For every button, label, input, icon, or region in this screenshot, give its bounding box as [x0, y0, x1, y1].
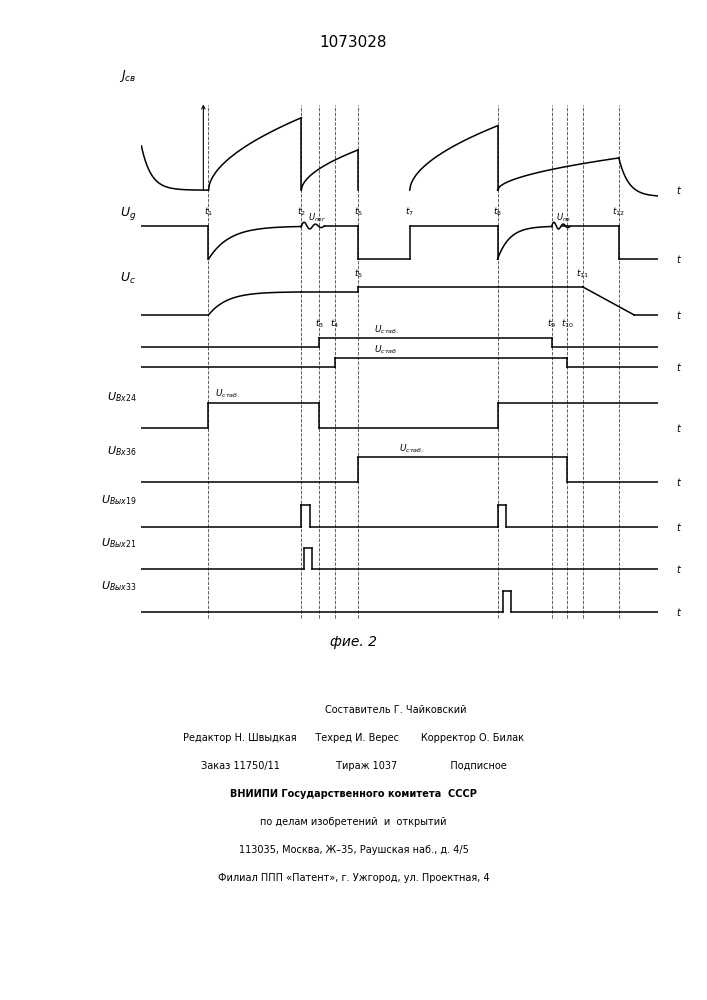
Text: $t$: $t$ [676, 253, 682, 265]
Text: $U_c$: $U_c$ [120, 271, 136, 286]
Text: $J_{св}$: $J_{св}$ [119, 68, 136, 84]
Text: $t_9$: $t_9$ [547, 318, 556, 330]
Text: $U_{пог}$: $U_{пог}$ [308, 211, 326, 224]
Text: Филиал ППП «Патент», г. Ужгород, ул. Проектная, 4: Филиал ППП «Патент», г. Ужгород, ул. Про… [218, 873, 489, 883]
Text: фие. 2: фие. 2 [330, 635, 377, 649]
Text: 1073028: 1073028 [320, 35, 387, 50]
Text: $U_{стаб}$: $U_{стаб}$ [373, 344, 397, 356]
Text: $t$: $t$ [676, 422, 682, 434]
Text: $U_{стаб.}$: $U_{стаб.}$ [399, 442, 424, 455]
Text: $t$: $t$ [676, 309, 682, 321]
Text: $U_{стаб.}$: $U_{стаб.}$ [215, 388, 240, 400]
Text: Заказ 11750/11                  Тираж 1037                 Подписное: Заказ 11750/11 Тираж 1037 Подписное [201, 761, 506, 771]
Text: $U_{Вх24}$: $U_{Вх24}$ [107, 390, 136, 404]
Text: $t_3$: $t_3$ [315, 318, 324, 330]
Text: $t$: $t$ [676, 184, 682, 196]
Text: $U_{стаб.}$: $U_{стаб.}$ [373, 324, 399, 336]
Text: $U_{Вых21}$: $U_{Вых21}$ [101, 536, 136, 550]
Text: $t_1$: $t_1$ [204, 205, 213, 218]
Text: $U_{Вых33}$: $U_{Вых33}$ [101, 579, 136, 593]
Text: $t$: $t$ [676, 521, 682, 533]
Text: $t_8$: $t_8$ [493, 205, 502, 218]
Text: Редактор Н. Швыдкая      Техред И. Верес       Корректор О. Билак: Редактор Н. Швыдкая Техред И. Верес Корр… [183, 733, 524, 743]
Text: $t_{10}$: $t_{10}$ [561, 318, 574, 330]
Text: $U_g$: $U_g$ [120, 205, 136, 222]
Text: $U_{по}$: $U_{по}$ [556, 211, 571, 224]
Text: $U_{Вх36}$: $U_{Вх36}$ [107, 444, 136, 458]
Text: $t_7$: $t_7$ [405, 205, 414, 218]
Text: $t_5$: $t_5$ [354, 205, 363, 218]
Text: $t$: $t$ [676, 563, 682, 575]
Text: $t_5$: $t_5$ [354, 267, 363, 280]
Text: 113035, Москва, Ж–35, Раушская наб., д. 4/5: 113035, Москва, Ж–35, Раушская наб., д. … [238, 845, 469, 855]
Text: ВНИИПИ Государственного комитета  СССР: ВНИИПИ Государственного комитета СССР [230, 789, 477, 799]
Text: $t_4$: $t_4$ [330, 318, 339, 330]
Text: Составитель Г. Чайковский: Составитель Г. Чайковский [325, 705, 467, 715]
Text: $t_{12}$: $t_{12}$ [612, 205, 625, 218]
Text: $U_{Вых19}$: $U_{Вых19}$ [100, 494, 136, 507]
Text: $t$: $t$ [676, 361, 682, 373]
Text: по делам изобретений  и  открытий: по делам изобретений и открытий [260, 817, 447, 827]
Text: $t_2$: $t_2$ [297, 205, 306, 218]
Text: $t_{11}$: $t_{11}$ [576, 267, 589, 280]
Text: $t$: $t$ [676, 606, 682, 618]
Text: $t$: $t$ [676, 476, 682, 488]
